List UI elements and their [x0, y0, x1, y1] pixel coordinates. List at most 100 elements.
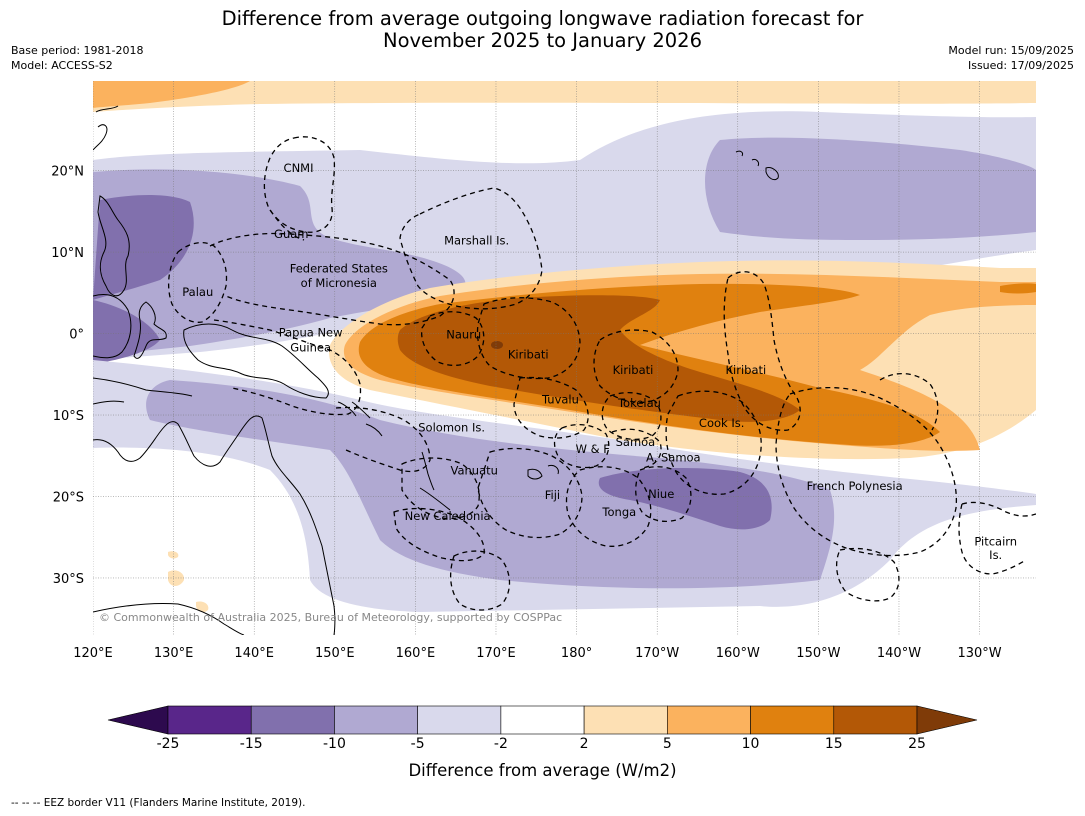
region-label: Marshall Is. [444, 234, 509, 248]
region-label: Guam [274, 227, 308, 241]
contour-neg5-neg10-south [146, 380, 835, 589]
title-line-2: November 2025 to January 2026 [383, 29, 702, 52]
eez-pitcairn [958, 501, 1036, 575]
contour-15-25-tongue [397, 295, 800, 422]
eez-french-polynesia [775, 386, 958, 557]
colorbar-tick-label: 25 [908, 736, 926, 752]
eez-nz-kermadec [449, 550, 511, 611]
eez-niue [635, 466, 692, 523]
japan-coast [93, 105, 119, 151]
colorbar-extend-low [107, 705, 169, 735]
eez-fiji [477, 447, 583, 539]
lon-tick-label: 140°W [877, 646, 921, 661]
region-label: Palau [182, 285, 213, 299]
coastlines [93, 105, 779, 635]
lat-tick-label: 10°S [53, 409, 84, 424]
colorbar-tick-label: -10 [323, 736, 346, 752]
region-label: Kiribati [508, 348, 549, 362]
region-label: Kiribati [613, 363, 654, 377]
new-guinea-coast [183, 323, 329, 399]
lat-tick-label: 0° [69, 328, 84, 343]
colorbar-segment [750, 705, 835, 735]
lon-tick-label: 170°W [635, 646, 679, 661]
colorbar-segment [833, 705, 918, 735]
eez-solomon [335, 406, 431, 473]
contour-neg10-neg15-north [93, 195, 194, 300]
region-label: Cook Is. [699, 416, 744, 430]
region-label: Tuvalu [541, 393, 579, 407]
contour-5-10-north [93, 81, 250, 108]
region-label: Nauru [446, 327, 481, 341]
colorbar-segment [334, 705, 418, 735]
region-label: Solomon Is. [418, 420, 485, 434]
eez-kiribati-gilbert [476, 297, 581, 380]
eez-kiribati-phoenix [593, 329, 679, 404]
region-label: A. Samoa [646, 450, 701, 464]
region-label: Is. [989, 548, 1002, 562]
vanuatu-islands [421, 451, 435, 491]
lon-tick-label: 160°E [396, 646, 436, 661]
eez-borders [167, 136, 1036, 611]
eez-legend-footer: -- -- -- EEZ border V11 (Flanders Marine… [11, 797, 306, 809]
region-label: Papua New [279, 326, 343, 340]
fiji-islands [527, 465, 559, 480]
lon-tick-label: 150°W [796, 646, 840, 661]
region-label: Tonga [601, 505, 636, 519]
eez-south-ring [835, 547, 900, 602]
eez-png [213, 319, 362, 416]
gridlines [93, 81, 1036, 635]
eez-nauru [420, 311, 485, 367]
hawaii-islands [735, 150, 779, 181]
region-label: Vanuatu [451, 463, 498, 477]
eez-wallis-futuna [553, 423, 610, 469]
lon-tick-label: 170°E [476, 646, 516, 661]
colorbar-segment [167, 705, 252, 735]
colorbar-label: Difference from average (W/m2) [408, 761, 677, 780]
australia-south-coast [93, 602, 245, 635]
colorbar-ticks: -25 -15 -10 -5 -2 2 5 10 15 25 [0, 736, 1085, 756]
eez-tonga [565, 466, 652, 547]
axis-labels: 120°E 130°E 140°E 150°E 160°E 170°E 180° 170°W 1… [51, 165, 1002, 661]
meta-right: Model run: 15/09/2025 Issued: 17/09/2025 [948, 43, 1074, 73]
colorbar-segment [500, 705, 585, 735]
region-label: CNMI [284, 161, 314, 175]
eez-kiribati-line [723, 271, 801, 431]
colorbar-segment [417, 705, 502, 735]
contour-2-5-south-blob-3 [168, 551, 179, 559]
region-label: Niue [648, 487, 674, 501]
lon-tick-label: 120°E [73, 646, 113, 661]
region-label: Samoa [616, 435, 656, 449]
region-label: Kiribati [725, 363, 766, 377]
colorbar-tick-label: 15 [824, 736, 843, 752]
borneo-coast [93, 294, 132, 359]
copyright-notice: © Commonwealth of Australia 2025, Bureau… [99, 611, 562, 624]
region-label: of Micronesia [301, 276, 377, 290]
colorbar [107, 705, 978, 735]
eez-tuvalu [513, 376, 589, 439]
region-label: French Polynesia [807, 479, 903, 493]
title-line-1: Difference from average outgoing longwav… [221, 7, 864, 30]
model-name: Model: ACCESS-S2 [11, 59, 113, 72]
colorbar-tick-label: 5 [662, 736, 672, 752]
indonesia-chain [93, 377, 193, 405]
issued-date: Issued: 17/09/2025 [967, 59, 1074, 72]
lon-tick-label: 130°W [957, 646, 1001, 661]
region-label: New Caledonia [405, 509, 491, 523]
lon-tick-label: 150°E [315, 646, 355, 661]
lon-tick-label: 140°E [234, 646, 274, 661]
meta-left: Base period: 1981-2018 Model: ACCESS-S2 [11, 43, 143, 73]
lat-tick-label: 20°S [53, 491, 84, 506]
region-label: Pitcairn [974, 534, 1017, 548]
colorbar-segment [667, 705, 751, 735]
map-layer [93, 81, 1036, 635]
eez-marshall [399, 187, 543, 310]
eez-fsm [209, 232, 455, 326]
contour-2-5-south-blob-2 [196, 601, 209, 613]
chart-title: Difference from average outgoing longwav… [0, 8, 1085, 52]
contour-above-25-spot [491, 341, 503, 349]
colorbar-segment [250, 705, 335, 735]
lon-tick-label: 180° [561, 646, 592, 661]
lat-tick-label: 20°N [51, 165, 84, 180]
base-period: Base period: 1981-2018 [11, 44, 144, 57]
